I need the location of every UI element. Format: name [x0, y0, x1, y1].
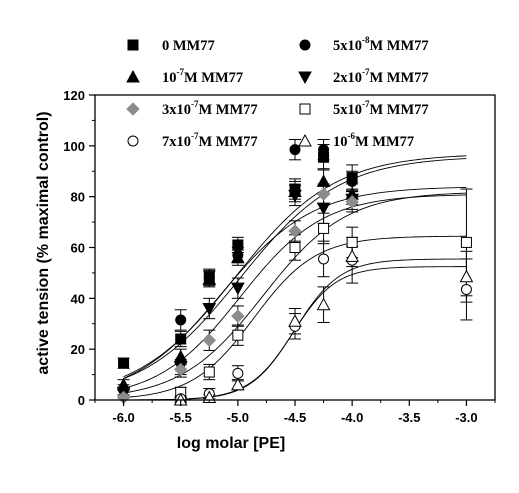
data-point [203, 366, 215, 378]
legend-label: 7x10-7M MM77 [162, 131, 258, 150]
data-point [288, 224, 302, 238]
data-point [202, 272, 217, 285]
legend-label: 5x10-8M MM77 [333, 35, 429, 54]
data-point [173, 349, 188, 363]
y-tick-label: 120 [63, 88, 85, 103]
y-tick-label: 80 [71, 190, 85, 205]
data-point [318, 144, 330, 156]
data-point [175, 314, 187, 326]
legend-marker [298, 71, 312, 85]
legend-marker [126, 69, 140, 83]
data-point [318, 222, 330, 234]
x-tick-label: -3.5 [398, 410, 420, 425]
legend-label: 3x10-7M MM77 [162, 99, 258, 118]
y-tick-label: 20 [71, 342, 85, 357]
y-tick-label: 40 [71, 291, 85, 306]
data-point [232, 239, 244, 251]
data-point [346, 236, 358, 248]
data-point [346, 175, 358, 187]
y-tick-label: 0 [78, 393, 85, 408]
data-point [202, 303, 217, 316]
data-point [345, 195, 359, 209]
data-markers [116, 144, 474, 406]
data-point [232, 329, 244, 341]
x-tick-label: -5.5 [170, 410, 192, 425]
data-point [231, 377, 245, 391]
data-point [289, 242, 301, 253]
legend-marker [127, 135, 139, 147]
data-point [318, 253, 330, 265]
x-axis-title: log molar [PE] [177, 435, 285, 452]
legend: 0 MM77 5x10-8M MM77 10-7M MM77 2x10-7M MM77… [126, 35, 429, 150]
data-point [288, 189, 302, 203]
legend-marker [299, 39, 311, 51]
data-point [459, 269, 474, 283]
data-point [316, 297, 331, 311]
y-axis-title: active tension (% maximal control) [35, 111, 52, 374]
data-point [231, 282, 245, 296]
x-tick-label: -5.0 [227, 410, 249, 425]
legend-marker [298, 133, 312, 147]
data-point [202, 333, 216, 347]
data-point [460, 236, 472, 248]
data-point [288, 314, 302, 327]
data-point [289, 144, 301, 156]
data-point [231, 309, 245, 323]
x-tick-label: -6.0 [112, 410, 134, 425]
data-point [175, 333, 187, 345]
legend-label: 0 MM77 [162, 38, 215, 54]
data-point [232, 367, 244, 379]
x-tick-label: -3.0 [455, 410, 477, 425]
y-tick-label: 60 [71, 241, 85, 256]
legend-label: 2x10-7M MM77 [333, 67, 429, 86]
legend-marker [299, 103, 311, 115]
fit-curve [123, 235, 467, 399]
axes: -6.0 -5.5 -5.0 -4.5 -4.0 -3.5 -3.0 0 20 40 60 80 100… [63, 88, 496, 425]
data-point [316, 202, 331, 216]
legend-marker [127, 39, 139, 51]
x-tick-label: -4.5 [284, 410, 306, 425]
data-point [118, 357, 130, 369]
legend-label: 10-7M MM77 [162, 67, 243, 86]
data-point [460, 283, 472, 295]
data-point [316, 187, 331, 201]
y-tick-label: 100 [63, 139, 85, 154]
legend-label: 5x10-7M MM77 [333, 99, 429, 118]
legend-marker [126, 102, 140, 116]
legend-label: 10-6M MM77 [333, 131, 414, 150]
x-tick-label: -4.0 [341, 410, 363, 425]
data-point [316, 174, 331, 187]
data-point [345, 249, 359, 262]
data-point [174, 362, 188, 377]
data-point [231, 250, 245, 264]
